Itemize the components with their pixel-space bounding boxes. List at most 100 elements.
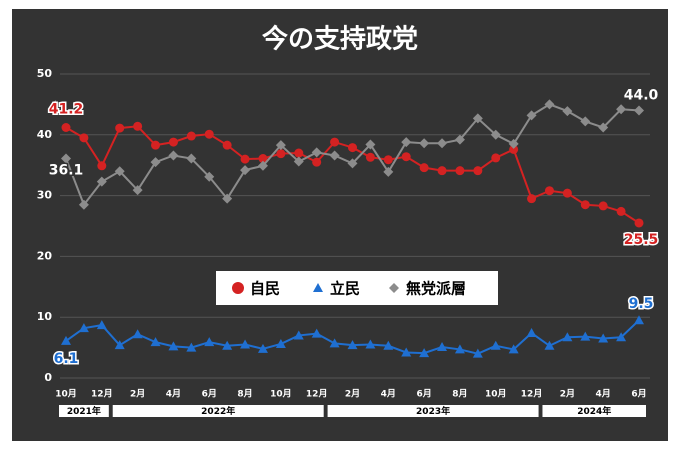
x-tick-label: 4月 (381, 389, 396, 400)
y-tick-label: 30 (37, 189, 53, 202)
point (598, 333, 609, 343)
point (96, 176, 107, 187)
x-tick-label: 12月 (91, 389, 113, 400)
legend-box (216, 271, 498, 305)
point (132, 329, 143, 339)
point (293, 156, 304, 167)
year-box (327, 405, 539, 417)
point (580, 116, 591, 127)
point (634, 105, 644, 116)
point (544, 186, 554, 196)
year-box (112, 405, 324, 417)
point (490, 340, 501, 350)
point (544, 340, 555, 350)
point (347, 158, 358, 169)
point (61, 123, 71, 133)
point (562, 106, 573, 117)
legend-label: 自民 (250, 280, 280, 298)
point (257, 160, 268, 171)
point (544, 99, 555, 110)
point (240, 154, 250, 164)
point (222, 140, 232, 150)
x-tick-label: 8月 (237, 389, 252, 400)
data-label: 9.5 (629, 296, 654, 312)
year-box (542, 405, 646, 417)
x-tick-label: 2月 (345, 389, 360, 400)
point (508, 344, 519, 354)
point (365, 152, 375, 162)
point (437, 138, 448, 149)
point (491, 153, 501, 163)
point (133, 121, 143, 131)
point (61, 335, 71, 345)
legend-marker (313, 283, 323, 292)
point (419, 348, 430, 358)
y-tick-label: 40 (37, 128, 53, 141)
point (311, 328, 322, 338)
point (294, 148, 304, 158)
point (240, 165, 251, 176)
point (598, 201, 608, 211)
x-tick-label: 2月 (560, 389, 575, 400)
point (401, 152, 411, 162)
point (168, 150, 179, 161)
point (473, 166, 483, 176)
y-tick-label: 20 (37, 249, 53, 262)
point (61, 153, 71, 164)
point (311, 147, 322, 158)
point (79, 133, 89, 143)
series: 41.2 25.5 (47, 100, 660, 249)
point (454, 134, 465, 145)
data-label: 44.0 (624, 87, 659, 103)
point (526, 110, 537, 121)
point (257, 343, 268, 353)
point (580, 331, 591, 341)
point (383, 155, 393, 165)
legend-marker (389, 283, 399, 293)
x-tick-label: 4月 (596, 389, 611, 400)
x-tick-label: 2月 (130, 389, 145, 400)
year-label: 2024年 (577, 405, 611, 417)
legend-label: 無党派層 (406, 280, 466, 298)
point (293, 330, 304, 340)
x-tick-label: 12月 (306, 389, 328, 400)
x-tick-label: 8月 (452, 389, 467, 400)
point (347, 340, 358, 350)
legend-marker (232, 282, 244, 294)
point (312, 157, 322, 167)
point (437, 341, 448, 351)
point (526, 328, 537, 338)
point (616, 104, 627, 115)
x-tick-label: 12月 (521, 389, 543, 400)
point (151, 140, 161, 150)
point (472, 113, 483, 124)
point (616, 206, 626, 216)
point (96, 320, 107, 330)
point (275, 140, 286, 151)
point (78, 323, 89, 333)
point (150, 337, 161, 347)
point (455, 166, 465, 176)
point (132, 185, 143, 196)
point (348, 143, 357, 153)
y-tick-label: 50 (37, 67, 53, 80)
point (204, 129, 214, 139)
data-label: 41.2 (49, 102, 84, 118)
data-label: 36.1 (49, 163, 84, 179)
point (114, 340, 125, 350)
data-label: 6.1 (54, 351, 79, 367)
point (276, 149, 286, 159)
point (598, 122, 609, 133)
series: 36.1 44.0 (47, 86, 660, 210)
point (186, 153, 197, 164)
data-label: 25.5 (624, 232, 659, 248)
point (401, 347, 412, 357)
point (114, 166, 125, 177)
point (240, 339, 251, 349)
point (329, 150, 340, 161)
point (78, 199, 89, 210)
point (204, 337, 215, 347)
point (258, 154, 268, 164)
point (186, 131, 196, 141)
